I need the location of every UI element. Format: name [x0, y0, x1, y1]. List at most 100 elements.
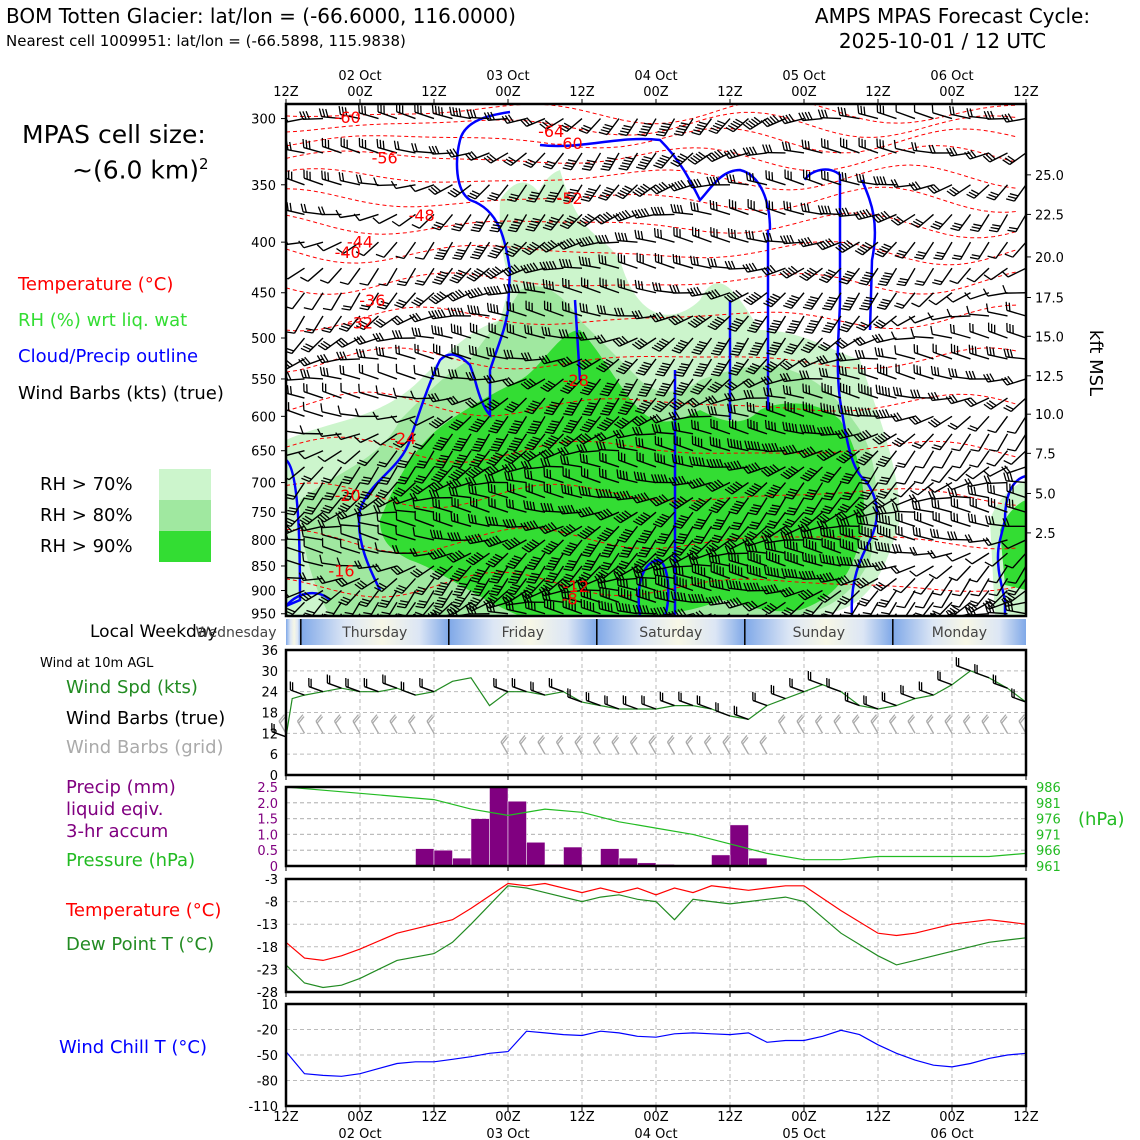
wind-barb — [497, 214, 509, 233]
wind-barb-feather — [986, 196, 995, 201]
wind-barb-feather — [715, 201, 718, 211]
wind-barb — [626, 152, 639, 171]
wind-barb — [311, 497, 324, 515]
rh90-area — [380, 330, 864, 616]
wind-barb — [939, 267, 953, 286]
wind-barb — [561, 336, 583, 339]
wind-barb-feather — [749, 389, 755, 399]
wind-barb-feather — [727, 392, 733, 401]
wind-barb-feather — [783, 200, 786, 210]
wind-barb-feather — [748, 172, 752, 182]
wind-barb-feather — [792, 541, 795, 551]
wind-barb-feather — [816, 242, 823, 251]
wind-barb-feather — [933, 184, 941, 192]
wind-barb-feather — [947, 424, 956, 430]
wind-barb-feather — [842, 323, 852, 328]
wind-barb-grid-feather — [500, 735, 507, 743]
wind-barb-feather — [618, 555, 628, 558]
cloud-outline-segment — [357, 110, 512, 591]
wind-barb — [580, 310, 601, 317]
wind-barb — [534, 184, 546, 203]
wind-barb — [773, 511, 787, 529]
wind-barb — [655, 260, 675, 269]
wind-barb-feather — [662, 591, 666, 600]
wind-barb-feather — [543, 412, 553, 416]
wind-barb-feather — [625, 471, 629, 481]
wind-barb-feather — [508, 445, 518, 449]
wind-barb-feather — [657, 474, 662, 483]
wind-barb — [841, 241, 860, 254]
wind-barb-feather — [596, 578, 600, 588]
wind-barb-feather — [607, 602, 610, 612]
wind-barb-feather — [616, 515, 624, 522]
wind-barb-feather — [712, 437, 715, 447]
wind-barb-feather — [712, 124, 722, 130]
wind-barb — [839, 358, 860, 362]
wind-barb-feather — [341, 338, 349, 345]
wind-barb-feather — [598, 131, 608, 136]
pressure-tick-label: 450 — [251, 287, 276, 302]
wind-barb-feather — [973, 223, 982, 227]
wind-barb — [525, 332, 546, 339]
wind-barb-feather — [438, 584, 448, 588]
wind-barb-feather — [822, 527, 826, 537]
wind-barb-feather — [487, 111, 492, 121]
wind-barb-feather — [769, 465, 777, 473]
wind-barb-feather — [658, 340, 668, 346]
wind-barb-feather — [376, 138, 379, 148]
wind-barb-feather — [449, 279, 458, 284]
wind-barb — [385, 590, 398, 608]
wind-barb — [404, 450, 417, 469]
wind-barb-feather — [507, 114, 514, 123]
wind-barb-feather — [716, 149, 724, 157]
wind-barb-feather — [599, 393, 609, 397]
wind-barb-feather — [434, 607, 443, 613]
wind-barb-feather — [563, 589, 567, 599]
wind-barb-feather — [446, 294, 454, 302]
wind-barb-feather — [691, 131, 700, 136]
wind-barb-feather — [302, 517, 311, 524]
wind-barb-feather — [399, 476, 409, 480]
wind-barb-feather — [514, 437, 523, 441]
wind-barb-feather — [714, 347, 723, 351]
wind-barb — [321, 358, 342, 364]
wind-barb-feather — [859, 210, 866, 219]
wind-barb — [822, 241, 842, 251]
wind-barb-feather — [417, 586, 427, 591]
wind-barb-feather — [397, 487, 406, 493]
wind-barb — [791, 482, 805, 500]
wind-barb — [588, 184, 602, 202]
wind-barb — [618, 261, 638, 269]
wind-barb-feather — [596, 426, 606, 432]
wind-barb-feather — [451, 276, 460, 282]
wind-barb-feather — [302, 111, 307, 120]
wind-barb-feather — [968, 191, 977, 197]
wind-barb-feather — [435, 221, 445, 226]
wind-barb-feather — [767, 420, 770, 430]
wind-barb-feather — [749, 509, 759, 513]
wind-barb — [932, 496, 953, 500]
pressure-tick-label: 400 — [251, 236, 276, 251]
wind-barb-feather — [585, 507, 591, 516]
wind-barb-feather — [470, 555, 479, 562]
wind-barb-feather — [931, 490, 936, 500]
wind-barb — [803, 391, 823, 399]
wind-barb — [803, 409, 823, 417]
wind-barb-feather — [679, 496, 688, 503]
wind-barb-feather — [688, 555, 693, 565]
wind-barb — [286, 589, 305, 599]
wind-barb-feather — [580, 553, 590, 558]
wind-barb-feather — [475, 248, 484, 252]
wind-barb-feather — [988, 593, 998, 597]
wind-barb-feather — [743, 389, 748, 399]
wind-barb — [1006, 117, 1026, 123]
wind-barb-feather — [659, 590, 662, 600]
wind-barb — [1014, 578, 1026, 596]
wind-barb-feather — [910, 489, 919, 496]
wind-barb-feather — [730, 229, 733, 238]
wind-barb-feather — [601, 234, 607, 244]
wind-barb-feather — [871, 562, 878, 571]
wind-barb — [784, 546, 805, 554]
wind-barb-feather — [729, 149, 736, 158]
wind-barb-feather — [489, 194, 498, 199]
